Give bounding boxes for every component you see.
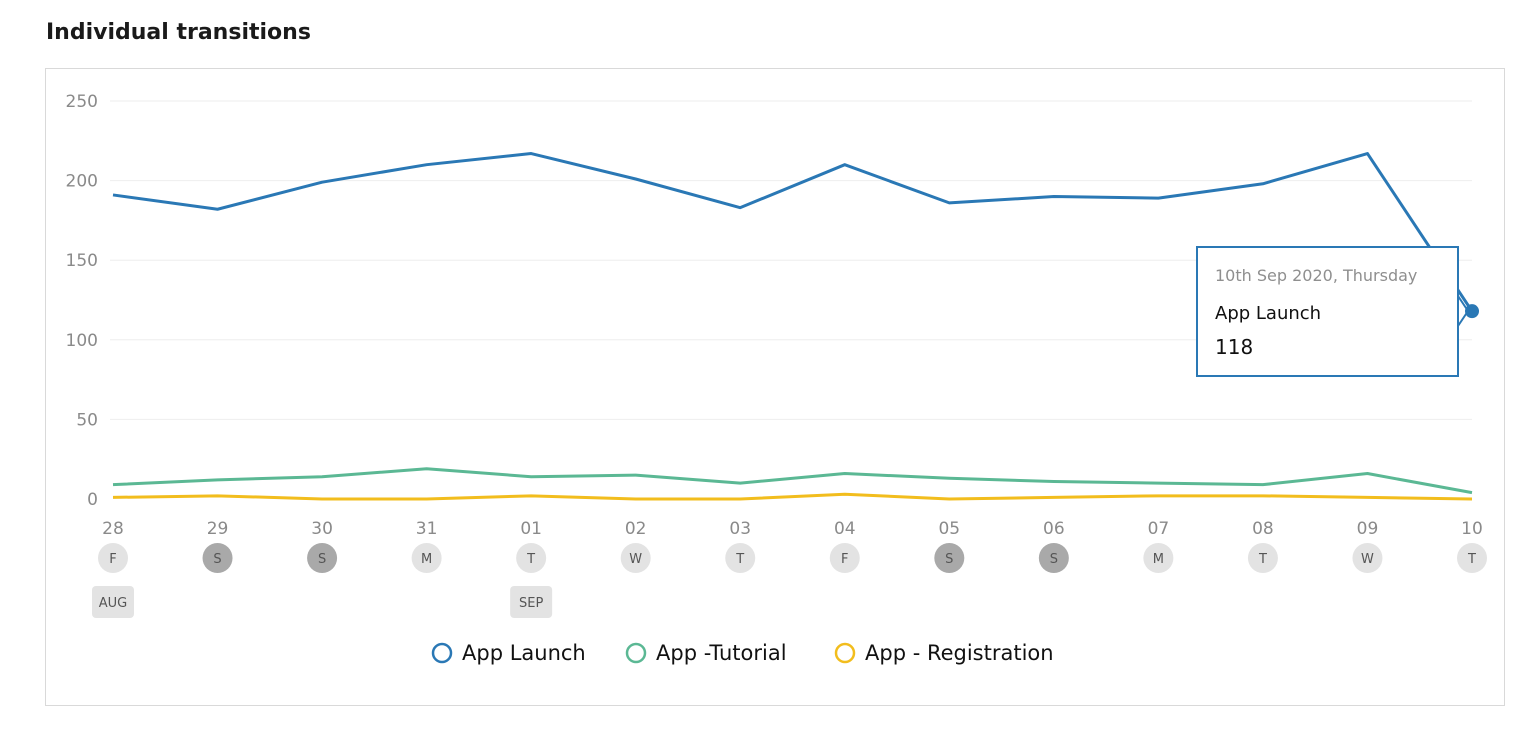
day-badge xyxy=(1457,543,1487,573)
x-tick-label: 02 xyxy=(625,519,647,539)
tooltip-data-point xyxy=(1465,304,1479,319)
day-label: W xyxy=(629,552,642,567)
month-label: SEP xyxy=(519,596,543,611)
day-badge xyxy=(516,543,547,573)
day-label: T xyxy=(1467,552,1476,567)
day-badge xyxy=(411,543,442,573)
series-lines xyxy=(112,152,1479,501)
day-badge xyxy=(202,543,233,573)
y-tick-label: 250 xyxy=(66,92,98,112)
day-badge xyxy=(620,543,651,573)
legend-marker xyxy=(625,642,647,664)
tooltip-value: 118 xyxy=(1215,335,1254,359)
x-tick-label: 28 xyxy=(102,519,124,539)
day-badge xyxy=(934,543,965,573)
day-badge xyxy=(1038,543,1069,573)
day-label: W xyxy=(1361,552,1374,567)
day-badge xyxy=(1247,543,1278,573)
day-label: S xyxy=(213,552,221,567)
day-label: T xyxy=(1258,552,1267,567)
x-tick-label: 03 xyxy=(729,519,751,539)
x-tick-label: 01 xyxy=(520,519,542,539)
legend-label: App -Tutorial xyxy=(656,641,787,665)
series-line-app-launch xyxy=(112,152,1474,312)
x-tick-label: 09 xyxy=(1357,519,1379,539)
day-badge xyxy=(829,543,860,573)
day-badge xyxy=(1143,543,1174,573)
tooltip-series-name: App Launch xyxy=(1215,303,1322,324)
legend-marker xyxy=(834,642,856,664)
legend: App Launch App -Tutorial App - Registratio… xyxy=(431,641,1054,665)
day-label: S xyxy=(1050,552,1058,567)
day-badge xyxy=(1352,543,1383,573)
tooltip-date: 10th Sep 2020, Thursday xyxy=(1215,266,1418,285)
x-axis: 28 F 29 S 30 S 31 M 01 T 02 W 03 T 04 F 05 S 06 S 07 M 08 T 09 W 1… xyxy=(92,519,1487,618)
y-tick-label: 100 xyxy=(66,331,98,351)
x-tick-label: 07 xyxy=(1148,519,1170,539)
day-badge xyxy=(307,543,338,573)
x-tick-label: 04 xyxy=(834,519,856,539)
legend-label: App Launch xyxy=(462,641,586,665)
day-label: S xyxy=(318,552,326,567)
section-title: Individual transitions xyxy=(46,20,311,45)
day-label: T xyxy=(526,552,535,567)
month-badge xyxy=(92,586,134,618)
month-label: AUG xyxy=(99,596,127,611)
y-tick-label: 150 xyxy=(66,251,98,271)
day-label: T xyxy=(735,552,744,567)
series-line-app-tutorial xyxy=(112,467,1473,495)
series-line-app-registration xyxy=(112,492,1473,501)
chart-tooltip: 10th Sep 2020, Thursday App Launch 118 xyxy=(1196,246,1459,377)
x-tick-label: 31 xyxy=(416,519,438,539)
day-label: F xyxy=(109,552,116,567)
legend-label: App - Registration xyxy=(865,641,1054,665)
y-tick-label: 50 xyxy=(76,410,98,430)
y-tick-label: 0 xyxy=(87,490,98,510)
x-tick-label: 05 xyxy=(938,519,960,539)
x-tick-label: 30 xyxy=(311,519,333,539)
day-label: M xyxy=(421,552,432,567)
month-badge xyxy=(510,586,553,618)
day-label: M xyxy=(1153,552,1164,567)
x-tick-label: 10 xyxy=(1461,519,1483,539)
y-tick-label: 200 xyxy=(66,172,98,192)
day-badge xyxy=(98,543,128,573)
day-label: F xyxy=(841,552,848,567)
day-label: S xyxy=(945,552,953,567)
y-axis: 0 50 100 150 200 250 xyxy=(66,92,98,510)
x-tick-label: 29 xyxy=(207,519,229,539)
legend-marker xyxy=(431,642,453,664)
x-tick-label: 06 xyxy=(1043,519,1065,539)
day-badge xyxy=(725,543,756,573)
x-tick-label: 08 xyxy=(1252,519,1274,539)
chart-card xyxy=(45,68,1505,706)
